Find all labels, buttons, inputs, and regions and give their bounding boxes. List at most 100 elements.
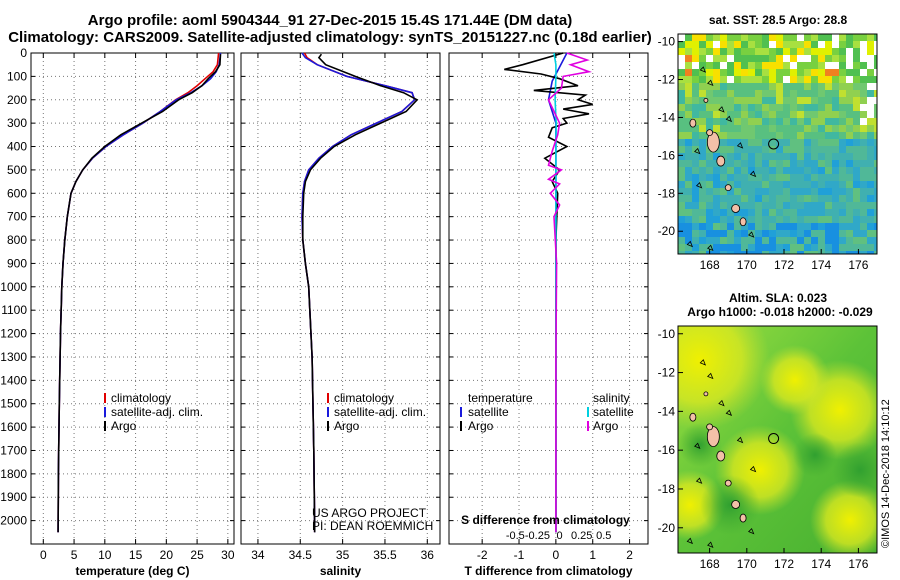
sst-pixel: [832, 202, 839, 209]
sst-pixel: [720, 216, 727, 223]
sst-pixel: [818, 153, 825, 160]
sst-pixel: [713, 62, 720, 69]
sst-pixel: [790, 55, 797, 62]
sst-pixel: [832, 41, 839, 48]
sst-pixel: [790, 188, 797, 195]
lon-tick-label: 176: [848, 258, 868, 272]
sst-pixel: [839, 62, 846, 69]
lat-tick-label: -20: [658, 521, 676, 535]
sst-pixel: [825, 153, 832, 160]
sst-pixel: [846, 48, 853, 55]
sst-pixel: [685, 83, 692, 90]
island-outline: [694, 442, 701, 450]
sst-pixel: [853, 188, 860, 195]
island: [724, 184, 732, 192]
sst-pixel: [839, 139, 846, 146]
legend-label: Argo: [593, 419, 619, 433]
legend-label: satellite-adj. clim.: [334, 405, 426, 419]
sst-pixel: [825, 167, 832, 174]
sst-pixel: [846, 90, 853, 97]
sst-pixel: [748, 41, 755, 48]
sst-pixel: [874, 209, 877, 216]
sst-pixel: [867, 48, 874, 55]
sst-pixel: [874, 244, 877, 251]
sst-pixel: [678, 244, 685, 251]
sst-pixel: [860, 188, 867, 195]
island-outline: [686, 240, 694, 248]
sst-pixel: [713, 153, 720, 160]
sst-pixel: [748, 174, 755, 181]
sst-pixel: [741, 195, 748, 202]
sst-pixel: [790, 69, 797, 76]
island: [706, 423, 714, 431]
island-outline: [694, 147, 701, 155]
plot-frame-temperature: [30, 52, 235, 545]
sst-pixel: [713, 188, 720, 195]
sst-pixel: [846, 195, 853, 202]
sst-pixel: [727, 90, 734, 97]
sst-pixel: [783, 251, 790, 254]
sst-pixel: [818, 223, 825, 230]
sst-pixel: [678, 83, 685, 90]
sst-pixel: [874, 216, 877, 223]
sst-map-frame: [677, 33, 878, 255]
sst-pixel: [769, 139, 776, 146]
sst-pixel: [860, 97, 867, 104]
sst-pixel: [741, 69, 748, 76]
sst-pixel: [734, 111, 741, 118]
sst-pixel: [748, 104, 755, 111]
sst-pixel: [734, 160, 741, 167]
sst-pixel: [818, 160, 825, 167]
island: [716, 450, 726, 462]
sst-pixel: [811, 118, 818, 125]
sst-pixel: [874, 69, 877, 76]
sst-pixel: [727, 195, 734, 202]
sst-pixel: [678, 188, 685, 195]
sst-pixel: [678, 181, 685, 188]
sst-pixel: [853, 139, 860, 146]
sst-pixel: [727, 244, 734, 251]
sst-pixel: [692, 41, 699, 48]
sst-pixel: [874, 76, 877, 83]
sst-pixel: [853, 111, 860, 118]
sst-pixel: [699, 167, 706, 174]
island-outline: [707, 541, 714, 548]
sst-pixel: [874, 153, 877, 160]
sst-pixel: [699, 76, 706, 83]
sst-pixel: [727, 125, 734, 132]
y-tick-label: 1500: [0, 397, 27, 411]
sst-pixel: [874, 167, 877, 174]
lon-tick-label: 170: [737, 258, 757, 272]
sst-pixel: [790, 41, 797, 48]
sst-pixel: [692, 76, 699, 83]
sst-pixel: [741, 76, 748, 83]
sst-pixel: [727, 41, 734, 48]
sst-pixel: [741, 153, 748, 160]
island-outline: [718, 106, 725, 113]
sst-pixel: [762, 104, 769, 111]
sst-pixel: [783, 174, 790, 181]
sst-pixel: [713, 230, 720, 237]
x-tick-label: 0: [40, 548, 47, 562]
sst-pixel: [867, 41, 874, 48]
s-tick-label: -0.25: [525, 530, 550, 542]
sst-pixel: [818, 244, 825, 251]
sst-pixel: [741, 111, 748, 118]
sst-pixel: [776, 90, 783, 97]
lat-tick-label: -18: [658, 186, 676, 200]
sst-pixel: [748, 69, 755, 76]
y-tick-label: 1900: [0, 490, 27, 504]
sst-pixel: [825, 97, 832, 104]
x-tick-label: -2: [477, 548, 488, 562]
sst-pixel: [811, 209, 818, 216]
sst-pixel: [804, 118, 811, 125]
sst-pixel: [860, 125, 867, 132]
sst-pixel: [818, 188, 825, 195]
sst-pixel: [734, 230, 741, 237]
sst-pixel: [832, 230, 839, 237]
sst-pixel: [867, 125, 874, 132]
sst-pixel: [874, 41, 877, 48]
sst-pixel: [776, 195, 783, 202]
sst-pixel: [825, 237, 832, 244]
sst-pixel: [776, 244, 783, 251]
